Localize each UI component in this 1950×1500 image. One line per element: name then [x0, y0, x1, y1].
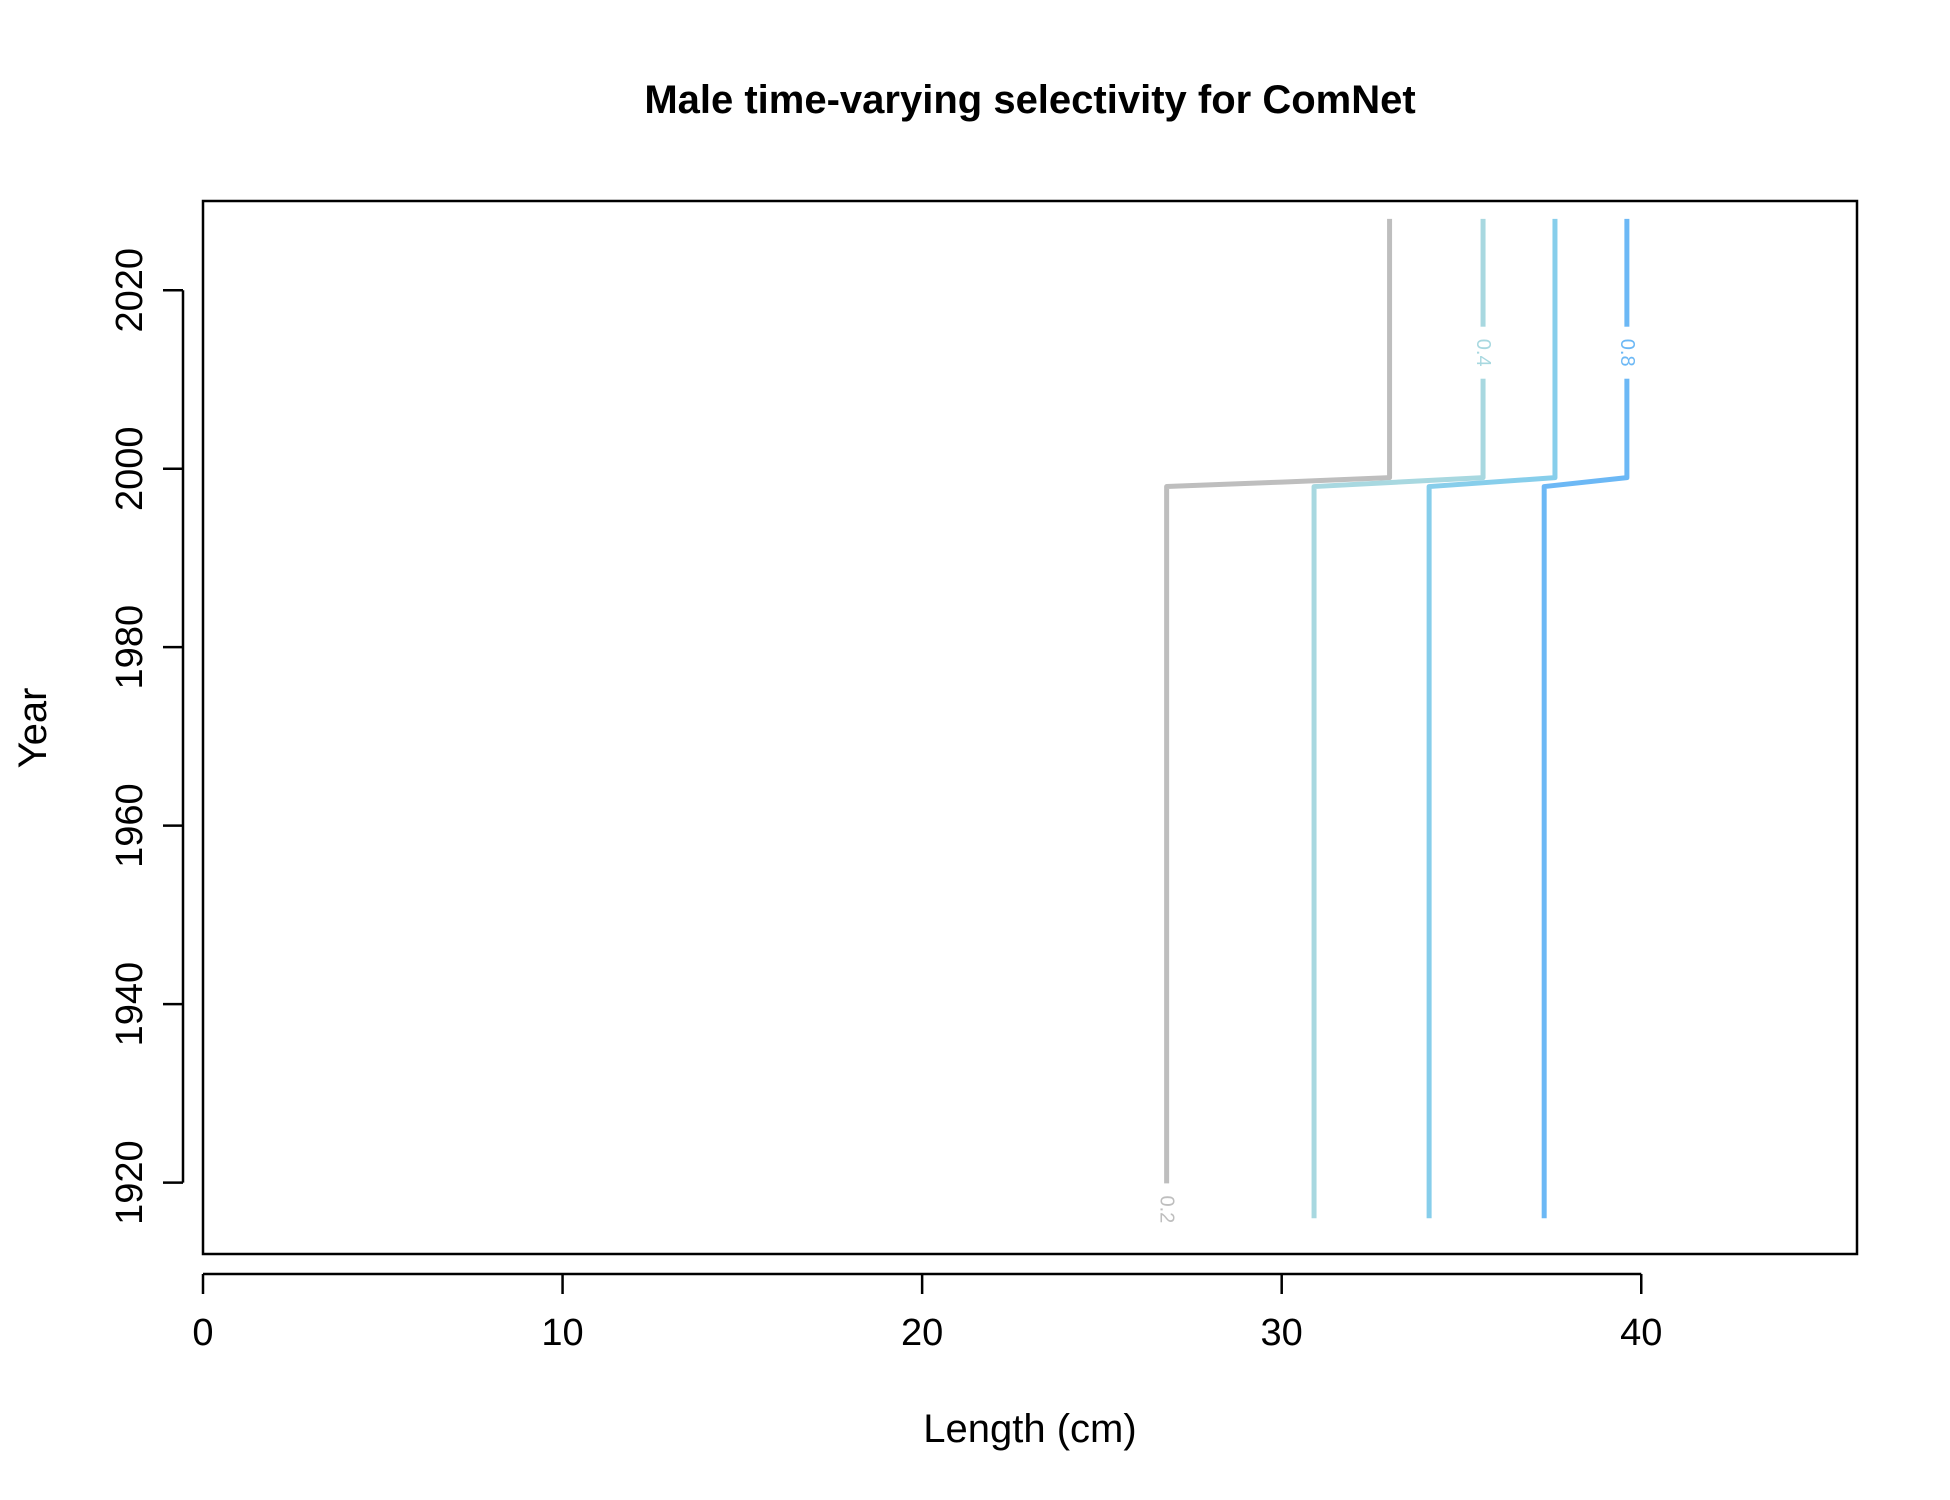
contour-label-gap	[1477, 326, 1490, 379]
contour-label-gap	[1160, 1183, 1173, 1236]
contour-label: 0.2	[1156, 1195, 1178, 1223]
y-axis: 1920 1940 1960 1980 2000 2020	[109, 248, 185, 1225]
y-tick-label: 1980	[109, 605, 151, 690]
y-tick-label: 1960	[109, 783, 151, 868]
series-layer	[1164, 218, 1630, 1219]
x-axis: 0 10 20 30 40	[192, 1272, 1662, 1354]
series-line	[1426, 218, 1558, 1219]
contour-label-gap	[1620, 326, 1633, 379]
contour-label: 0.8	[1616, 339, 1638, 367]
y-tick-label: 1920	[109, 1140, 151, 1225]
y-axis-label: Year	[11, 688, 55, 769]
series-line	[1164, 218, 1393, 1201]
x-tick-label: 10	[541, 1312, 583, 1354]
x-tick-label: 20	[901, 1312, 943, 1354]
contour-label: 0.4	[1472, 339, 1494, 367]
x-tick-label: 30	[1261, 1312, 1303, 1354]
y-tick-label: 2000	[109, 426, 151, 511]
series-line	[1311, 218, 1486, 1219]
plot-area-frame	[201, 199, 1859, 1256]
x-tick-label: 0	[192, 1312, 213, 1354]
contour-labels: 0.2 0.4 0.8	[1156, 326, 1638, 1236]
y-tick-label: 1940	[109, 962, 151, 1047]
y-tick-label: 2020	[109, 248, 151, 333]
x-tick-label: 40	[1620, 1312, 1662, 1354]
chart-title: Male time-varying selectivity for ComNet	[644, 78, 1415, 122]
x-axis-label: Length (cm)	[923, 1407, 1136, 1451]
